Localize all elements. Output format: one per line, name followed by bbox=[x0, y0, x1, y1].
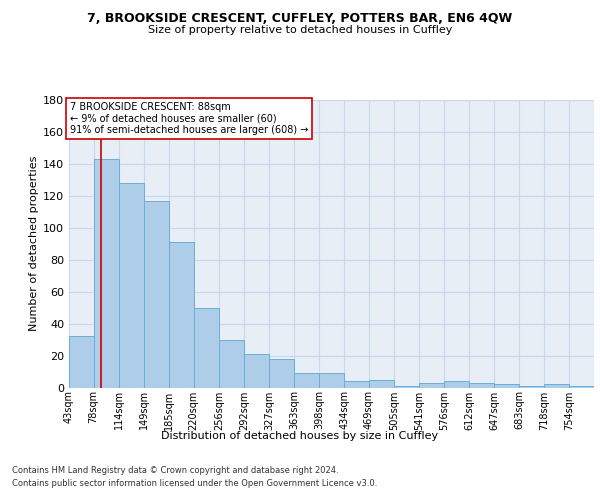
Bar bbox=[469, 382, 494, 388]
Bar bbox=[494, 384, 520, 388]
Text: Distribution of detached houses by size in Cuffley: Distribution of detached houses by size … bbox=[161, 431, 439, 441]
Bar bbox=[544, 384, 569, 388]
Y-axis label: Number of detached properties: Number of detached properties bbox=[29, 156, 39, 332]
Bar bbox=[94, 159, 119, 388]
Bar bbox=[344, 381, 369, 388]
Bar bbox=[520, 386, 544, 388]
Text: Contains public sector information licensed under the Open Government Licence v3: Contains public sector information licen… bbox=[12, 479, 377, 488]
Text: 7, BROOKSIDE CRESCENT, CUFFLEY, POTTERS BAR, EN6 4QW: 7, BROOKSIDE CRESCENT, CUFFLEY, POTTERS … bbox=[88, 12, 512, 26]
Bar bbox=[244, 354, 269, 388]
Bar bbox=[69, 336, 94, 388]
Bar bbox=[419, 382, 444, 388]
Bar bbox=[219, 340, 244, 388]
Bar bbox=[119, 183, 143, 388]
Bar bbox=[394, 386, 419, 388]
Text: Size of property relative to detached houses in Cuffley: Size of property relative to detached ho… bbox=[148, 25, 452, 35]
Text: Contains HM Land Registry data © Crown copyright and database right 2024.: Contains HM Land Registry data © Crown c… bbox=[12, 466, 338, 475]
Bar bbox=[294, 373, 319, 388]
Bar bbox=[269, 359, 294, 388]
Bar bbox=[319, 373, 344, 388]
Bar bbox=[569, 386, 594, 388]
Bar bbox=[143, 200, 169, 388]
Text: 7 BROOKSIDE CRESCENT: 88sqm
← 9% of detached houses are smaller (60)
91% of semi: 7 BROOKSIDE CRESCENT: 88sqm ← 9% of deta… bbox=[70, 102, 308, 135]
Bar bbox=[194, 308, 219, 388]
Bar bbox=[169, 242, 194, 388]
Bar bbox=[369, 380, 394, 388]
Bar bbox=[444, 381, 469, 388]
